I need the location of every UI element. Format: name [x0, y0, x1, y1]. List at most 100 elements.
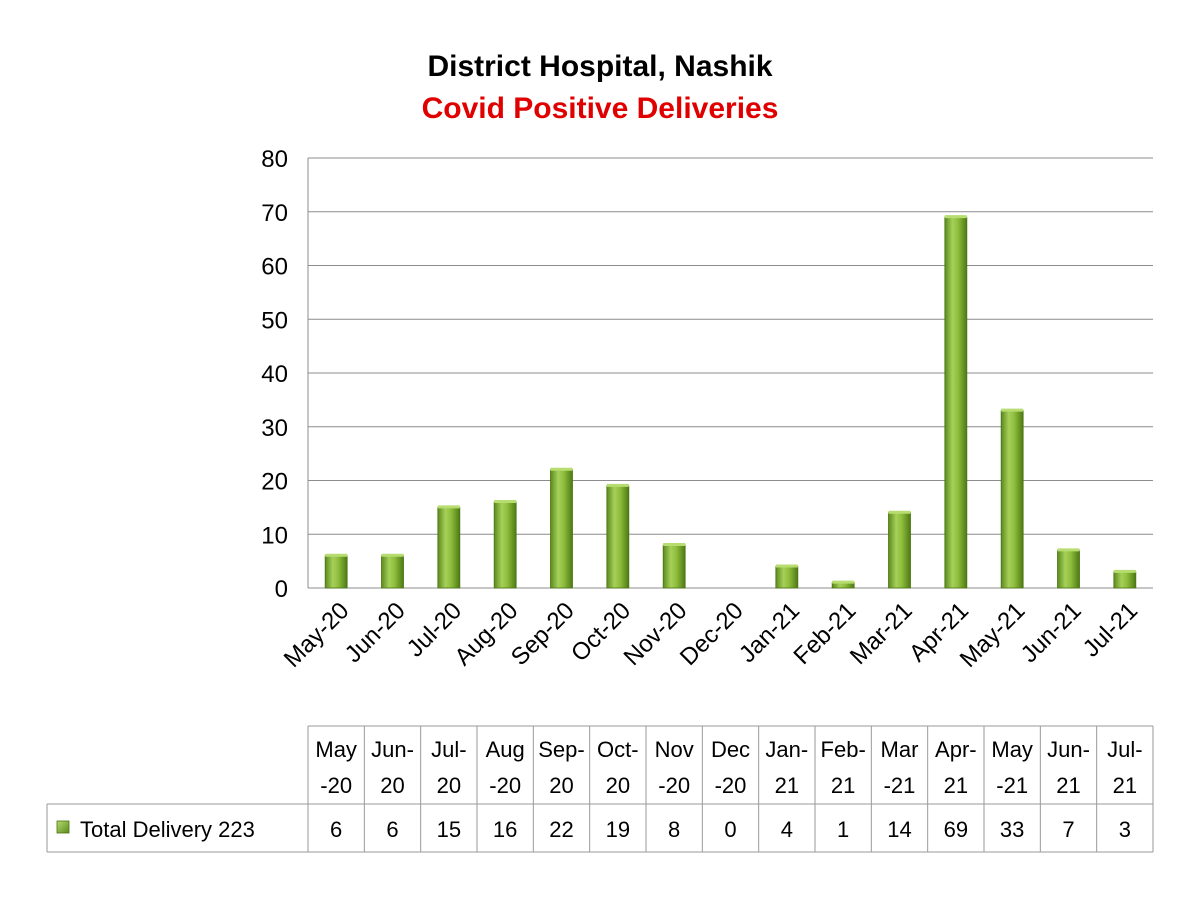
bar	[662, 544, 686, 589]
table-header-line2: -20	[489, 773, 521, 798]
bar-top	[325, 553, 348, 557]
y-tick-label: 40	[261, 361, 288, 388]
bar	[606, 485, 630, 589]
table-header-line2: 20	[437, 773, 461, 798]
bar	[1057, 549, 1080, 589]
y-tick-label: 50	[261, 307, 288, 334]
table-value: 19	[606, 817, 630, 842]
x-tick-label: Aug-20	[450, 597, 524, 671]
table-header-line2: 21	[831, 773, 855, 798]
bar	[324, 555, 348, 589]
y-tick-label: 30	[261, 415, 288, 442]
bar-top	[663, 543, 686, 546]
x-tick-label: Jun-21	[1016, 597, 1087, 668]
table-header-line1: Jul-	[431, 737, 466, 762]
table-header-line1: Dec	[711, 737, 750, 762]
table-header-line2: 21	[775, 773, 799, 798]
legend-swatch	[56, 820, 70, 834]
bar	[775, 566, 799, 589]
table-value: 1	[837, 817, 849, 842]
table-value: 4	[781, 817, 793, 842]
table-header-line1: Nov	[655, 737, 694, 762]
x-tick-label: Dec-20	[675, 597, 749, 671]
bar	[437, 506, 461, 589]
bar-top	[832, 580, 855, 584]
table-header-line2: 21	[944, 773, 968, 798]
table-value: 22	[549, 817, 573, 842]
y-tick-label: 10	[261, 522, 288, 549]
bar-top	[437, 505, 460, 509]
table-value: 33	[1000, 817, 1024, 842]
table-header-line2: -21	[996, 773, 1028, 798]
bar-top	[1113, 569, 1136, 573]
y-tick-label: 20	[261, 469, 288, 496]
x-axis-labels: May-20Jun-20Jul-20Aug-20Sep-20Oct-20Nov-…	[279, 597, 1143, 673]
table-header-line1: Jul-	[1107, 737, 1142, 762]
table-header-line2: -20	[658, 773, 690, 798]
bars	[324, 215, 1137, 589]
table-header-line2: -20	[715, 773, 747, 798]
table-value: 6	[330, 817, 342, 842]
table-header-line1: Aug	[486, 737, 525, 762]
table-header-line1: Jan-	[765, 737, 808, 762]
bar-top	[1057, 548, 1080, 552]
bar-top	[944, 215, 967, 219]
bar-top	[381, 553, 404, 557]
table-header-line2: -21	[884, 773, 916, 798]
bar	[1000, 410, 1024, 589]
x-tick-label: Feb-21	[789, 597, 862, 670]
table-value: 7	[1062, 817, 1074, 842]
x-tick-label: Jun-20	[340, 597, 411, 668]
table-header-line1: Jun-	[1047, 737, 1090, 762]
y-tick-label: 0	[275, 576, 288, 603]
bar	[1113, 571, 1137, 589]
table-header-line1: Apr-	[935, 737, 977, 762]
bar	[944, 216, 968, 589]
table-value: 14	[887, 817, 911, 842]
y-tick-label: 80	[261, 146, 288, 173]
table-header-line1: Feb-	[821, 737, 866, 762]
table-value: 16	[493, 817, 517, 842]
bar-top	[494, 500, 517, 503]
table-header-line2: -20	[320, 773, 352, 798]
table-value: 0	[724, 817, 736, 842]
bar-top	[606, 483, 629, 487]
table-header-line1: Mar	[881, 737, 919, 762]
x-tick-label: Sep-20	[506, 597, 580, 671]
table-value: 8	[668, 817, 680, 842]
table-header-line1: Oct-	[597, 737, 639, 762]
table-header-line1: Sep-	[538, 737, 584, 762]
x-tick-label: Mar-21	[845, 597, 918, 670]
chart-title: District Hospital, Nashik	[427, 50, 772, 83]
table-header-line2: 21	[1113, 773, 1137, 798]
x-tick-label: Nov-20	[619, 597, 693, 671]
bar	[493, 501, 517, 589]
table-header-line2: 20	[549, 773, 573, 798]
bar-top	[550, 467, 573, 471]
gridlines	[307, 157, 1153, 589]
legend-label: Total Delivery 223	[80, 817, 255, 842]
bar-top	[888, 510, 911, 514]
y-tick-label: 60	[261, 254, 288, 281]
bar	[888, 512, 911, 589]
table-value: 15	[437, 817, 461, 842]
table-value: 6	[386, 817, 398, 842]
bar	[550, 469, 573, 589]
y-axis-ticks: 0 10 20 30 40 50 60 70 80	[261, 146, 288, 603]
bar-top	[775, 564, 798, 568]
x-tick-label: Jul-21	[1078, 597, 1143, 662]
table-header-line1: May	[315, 737, 357, 762]
table-value: 69	[944, 817, 968, 842]
table-header-line1: May	[991, 737, 1033, 762]
x-tick-label: May-20	[279, 597, 355, 673]
table-header-line1: Jun-	[371, 737, 414, 762]
table-header-line2: 20	[380, 773, 404, 798]
bar-top	[1001, 408, 1024, 412]
table-header-line2: 20	[606, 773, 630, 798]
table-header-line2: 21	[1056, 773, 1080, 798]
y-tick-label: 70	[261, 200, 288, 227]
chart-subtitle: Covid Positive Deliveries	[422, 92, 779, 125]
data-table: May-20Jun-20Jul-20Aug-20Sep-20Oct-20Nov-…	[46, 725, 1154, 853]
bar	[381, 555, 404, 589]
